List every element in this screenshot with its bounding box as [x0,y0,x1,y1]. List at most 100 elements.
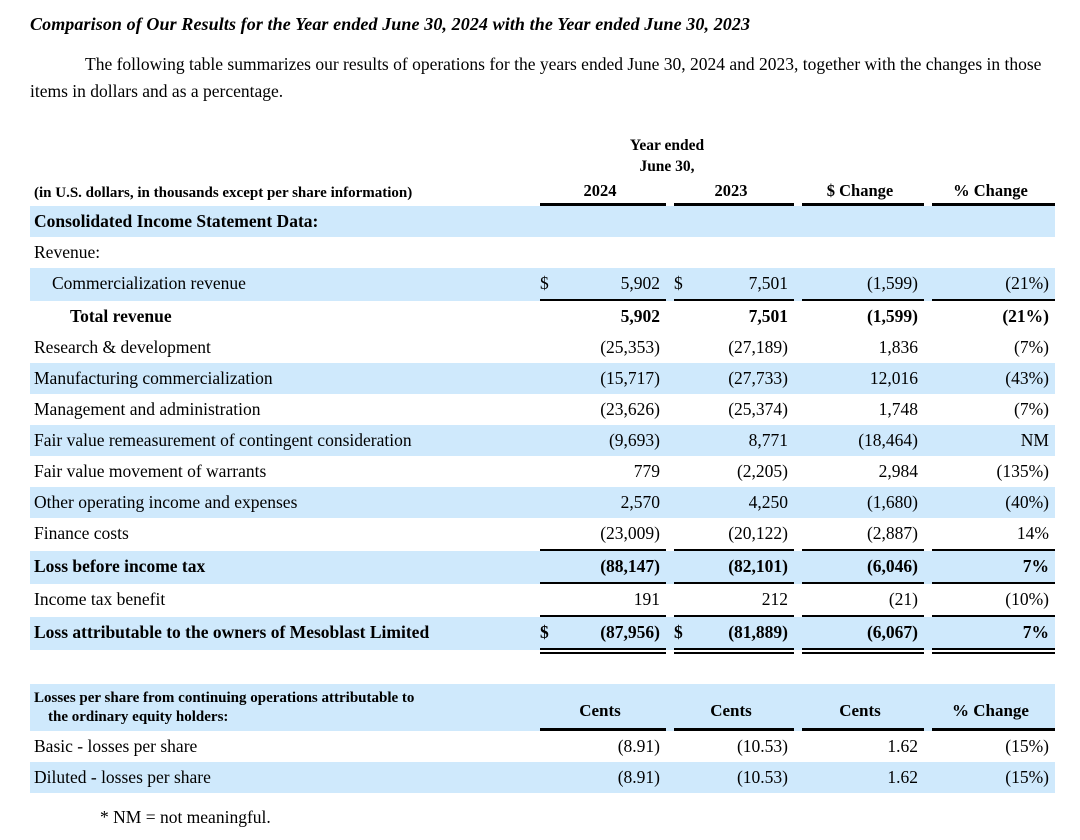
value-cell: 14% [932,518,1055,551]
losses-per-share-caption: Losses per share from continuing operati… [30,689,540,731]
dollar-sign: $ [674,622,683,642]
value-cell: 2,570 [620,492,660,512]
value-cell: $ (81,889) [674,617,794,654]
table-row: Income tax benefit 191 212 (21) (10%) [30,584,1055,617]
value-cell: 1.62 [887,767,918,787]
value-cell: (23,009) [540,518,666,551]
value-cell [674,237,794,268]
table-row: Other operating income and expenses 2,570… [30,487,1055,518]
cell-value: (81,889) [728,622,788,642]
value-cell: (15,717) [600,368,660,388]
value-cell: (25,353) [600,337,660,357]
losses-per-share-rows: Basic - losses per share (8.91) (10.53) 1.6… [30,731,1055,793]
value-cell: 5,902 [620,306,660,326]
value-cell [540,206,666,237]
value-cell: 7% [932,617,1055,654]
value-cell: (1,599) [866,306,918,326]
table-row: Total revenue 5,902 7,501 (1,599) (21%) [30,301,1055,332]
value-cell: (23,626) [600,399,660,419]
losses-per-share-header-row: Losses per share from continuing operati… [30,684,1055,731]
table-row: Loss before income tax (88,147) (82,101) (6… [30,551,1055,584]
table-row: Finance costs (23,009) (20,122) (2,887) 14% [30,518,1055,551]
row-label: Other operating income and expenses [34,492,298,512]
value-cell: (135%) [996,461,1049,481]
intro-paragraph: The following table summarizes our resul… [30,54,1042,101]
value-cell: 4,250 [748,492,788,512]
value-cell: $ (87,956) [540,617,666,654]
value-cell: (21%) [1002,306,1049,326]
section-title: Comparison of Our Results for the Year e… [30,14,751,34]
row-label: Commercialization revenue [52,273,246,293]
cell-value: 5,902 [620,273,660,293]
value-cell: (82,101) [674,551,794,584]
value-cell: 7% [932,551,1055,584]
row-label: Fair value movement of warrants [34,461,267,481]
value-cell: (1,599) [802,268,924,301]
row-label: Basic - losses per share [34,736,198,756]
value-cell: (15%) [1005,767,1049,787]
row-label: Total revenue [70,306,172,326]
value-cell: (1,680) [866,492,918,512]
cell-value: 7,501 [748,273,788,293]
table-row: Fair value movement of warrants 779 (2,205… [30,456,1055,487]
table-row: Consolidated Income Statement Data: [30,206,1055,237]
row-label: Research & development [34,337,211,357]
row-label: Diluted - losses per share [34,767,211,787]
column-header-2024: 2024 [540,181,666,206]
value-cell: (27,733) [728,368,788,388]
value-cell: (10%) [932,584,1055,617]
column-header-cents-2024: Cents [540,695,666,731]
value-cell: (40%) [1005,492,1049,512]
column-header-dollar-change: $ Change [802,181,924,206]
value-cell: (20,122) [674,518,794,551]
value-cell: NM [1020,430,1049,450]
table-row: Management and administration (23,626) (25… [30,394,1055,425]
value-cell: (10.53) [736,736,788,756]
value-cell: (27,189) [728,337,788,357]
value-cell [932,206,1055,237]
value-cell: 1,748 [878,399,918,419]
value-cell: (15%) [1005,736,1049,756]
column-spanner-row: Year ended June 30, [30,135,1055,177]
cell-value: (87,956) [600,622,660,642]
caption-line2: the ordinary equity holders: [48,709,229,725]
table-row: Commercialization revenue $5,902 $7,501 (1,… [30,268,1055,301]
value-cell: (9,693) [608,430,660,450]
row-label: Consolidated Income Statement Data: [34,211,319,231]
table-row: Fair value remeasurement of contingent c… [30,425,1055,456]
losses-per-share-table: Losses per share from continuing operati… [30,684,1055,793]
column-header-percent-change-2: % Change [932,695,1055,731]
value-cell [802,206,924,237]
value-cell: $7,501 [674,268,794,301]
value-cell: 212 [674,584,794,617]
table-row: Revenue: [30,237,1055,268]
column-header-percent-change: % Change [932,181,1055,206]
value-cell: 779 [633,461,660,481]
row-label: Manufacturing commercialization [34,368,273,388]
row-label: Loss attributable to the owners of Mesob… [34,622,430,642]
column-header-cents-change: Cents [802,695,924,731]
value-cell: $5,902 [540,268,666,301]
row-label: Finance costs [34,523,129,543]
value-cell [540,237,666,268]
value-cell: (18,464) [858,430,918,450]
value-cell: (8.91) [617,736,660,756]
table-row: Diluted - losses per share (8.91) (10.53) 1… [30,762,1055,793]
value-cell: (2,205) [736,461,788,481]
value-cell: (2,887) [802,518,924,551]
value-cell: (21) [802,584,924,617]
dollar-sign: $ [540,622,549,642]
row-label: Revenue: [34,242,101,262]
row-label: Income tax benefit [34,589,166,609]
value-cell: 2,984 [878,461,918,481]
value-cell: (21%) [932,268,1055,301]
dollar-sign: $ [674,273,683,293]
column-header-2023: 2023 [674,181,794,206]
spanner-line2: June 30, [639,158,695,175]
units-note: (in U.S. dollars, in thousands except pe… [34,185,413,201]
table-row: Loss attributable to the owners of Mesob… [30,617,1055,654]
row-label: Management and administration [34,399,261,419]
value-cell: 191 [540,584,666,617]
year-ended-spanner: Year ended June 30, [540,135,794,177]
